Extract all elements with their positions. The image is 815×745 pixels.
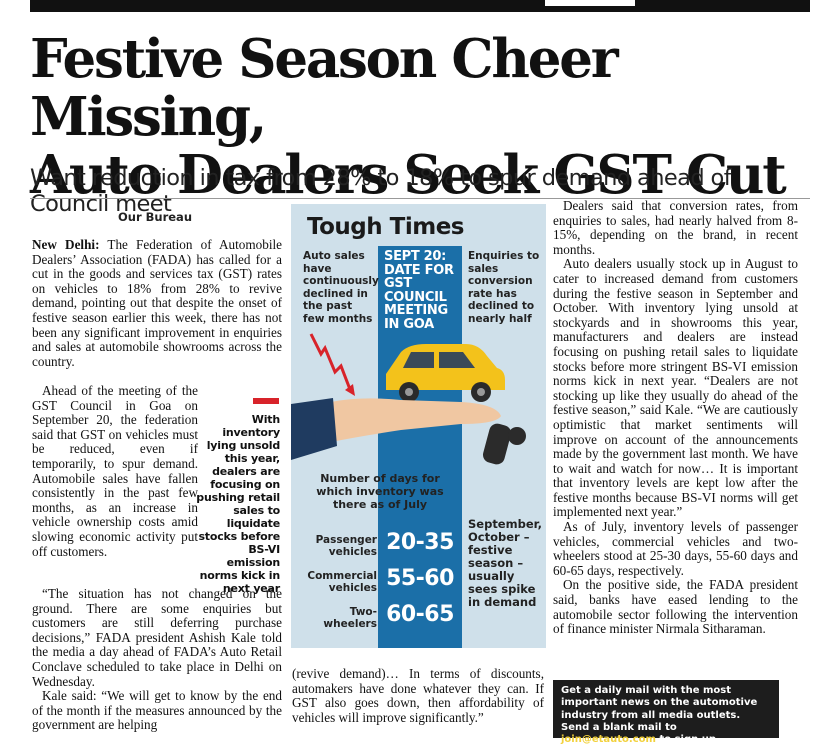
article-paragraph: Kale said: “We will get to know by the e… (32, 688, 282, 733)
inventory-row: Commercial vehicles 55-60 (291, 566, 462, 596)
article-column-1-bottom: “The situation has not changed on the gr… (32, 586, 282, 733)
inventory-days-title: Number of days for which inventory was t… (316, 472, 444, 511)
promo-tail: to sign up. (659, 734, 720, 745)
article-column-1: New Delhi: The Federation of Automobile … (32, 237, 283, 369)
article-column-1-narrow: Ahead of the meeting of the GST Council … (32, 383, 198, 559)
gst-meeting-date: SEPT 20: DATE FOR GST COUNCIL MEETING IN… (384, 249, 454, 332)
divider (30, 198, 810, 199)
article-paragraph: Dealers said that conversion rates, from… (553, 198, 798, 257)
vehicle-type: Commercial vehicles (307, 570, 377, 594)
car-key-icon (482, 423, 512, 465)
car-hand-illustration (291, 333, 526, 465)
infographic: SEPT 20: DATE FOR GST COUNCIL MEETING IN… (291, 204, 546, 648)
pullquote-accent (253, 398, 279, 404)
dateline: New Delhi: (32, 237, 100, 252)
inventory-row: Two-wheelers 60-65 (291, 602, 462, 632)
article-paragraph: New Delhi: The Federation of Automobile … (32, 237, 283, 369)
vehicle-type: Passenger vehicles (315, 534, 377, 558)
headline-line-1: Festive Season Cheer Missing, (30, 28, 619, 148)
article-column-2: (revive demand)… In terms of discounts, … (292, 666, 544, 725)
article-paragraph: (revive demand)… In terms of discounts, … (292, 666, 544, 725)
hand-icon (291, 398, 501, 454)
newsletter-promo: Get a daily mail with the most important… (553, 680, 779, 745)
top-rule (30, 0, 810, 12)
byline: Our Bureau (118, 210, 193, 224)
article-paragraph: “The situation has not changed on the gr… (32, 586, 282, 689)
article-paragraph: Auto dealers usually stock up in August … (553, 256, 798, 520)
sales-decline-note: Auto sales have continuously declined in… (303, 250, 379, 325)
inventory-days: 20-35 (386, 530, 454, 555)
inventory-row: Passenger vehicles 20-35 (291, 530, 462, 560)
vehicle-type: Two-wheelers (323, 606, 377, 630)
date-column: SEPT 20: DATE FOR GST COUNCIL MEETING IN… (378, 246, 462, 648)
inventory-days: 60-65 (386, 602, 454, 627)
article-paragraph: As of July, inventory levels of passenge… (553, 519, 798, 578)
article-paragraph: On the positive side, the FADA president… (553, 577, 798, 637)
headline: Festive Season Cheer Missing, Auto Deale… (30, 30, 810, 204)
pullquote: With inventory lying unsold this year, d… (196, 413, 280, 595)
promo-email-link[interactable]: join@etauto.com (561, 734, 656, 745)
infographic-title: Tough Times (307, 214, 464, 240)
subheadline: Want reduction in tax from 28% to 18% to… (30, 165, 732, 217)
article-column-3: Dealers said that conversion rates, from… (553, 198, 798, 637)
inventory-days: 55-60 (386, 566, 454, 591)
article-paragraph: Ahead of the meeting of the GST Council … (32, 383, 198, 559)
promo-text: Get a daily mail with the most important… (561, 685, 758, 733)
conversion-rate-note: Enquiries to sales conversion rate has d… (468, 250, 540, 325)
decline-arrow-icon (309, 333, 353, 393)
festive-season-note: September, October – festive season – us… (468, 517, 542, 609)
headline-line-2: Auto Dealers Seek GST Cut (30, 144, 787, 206)
